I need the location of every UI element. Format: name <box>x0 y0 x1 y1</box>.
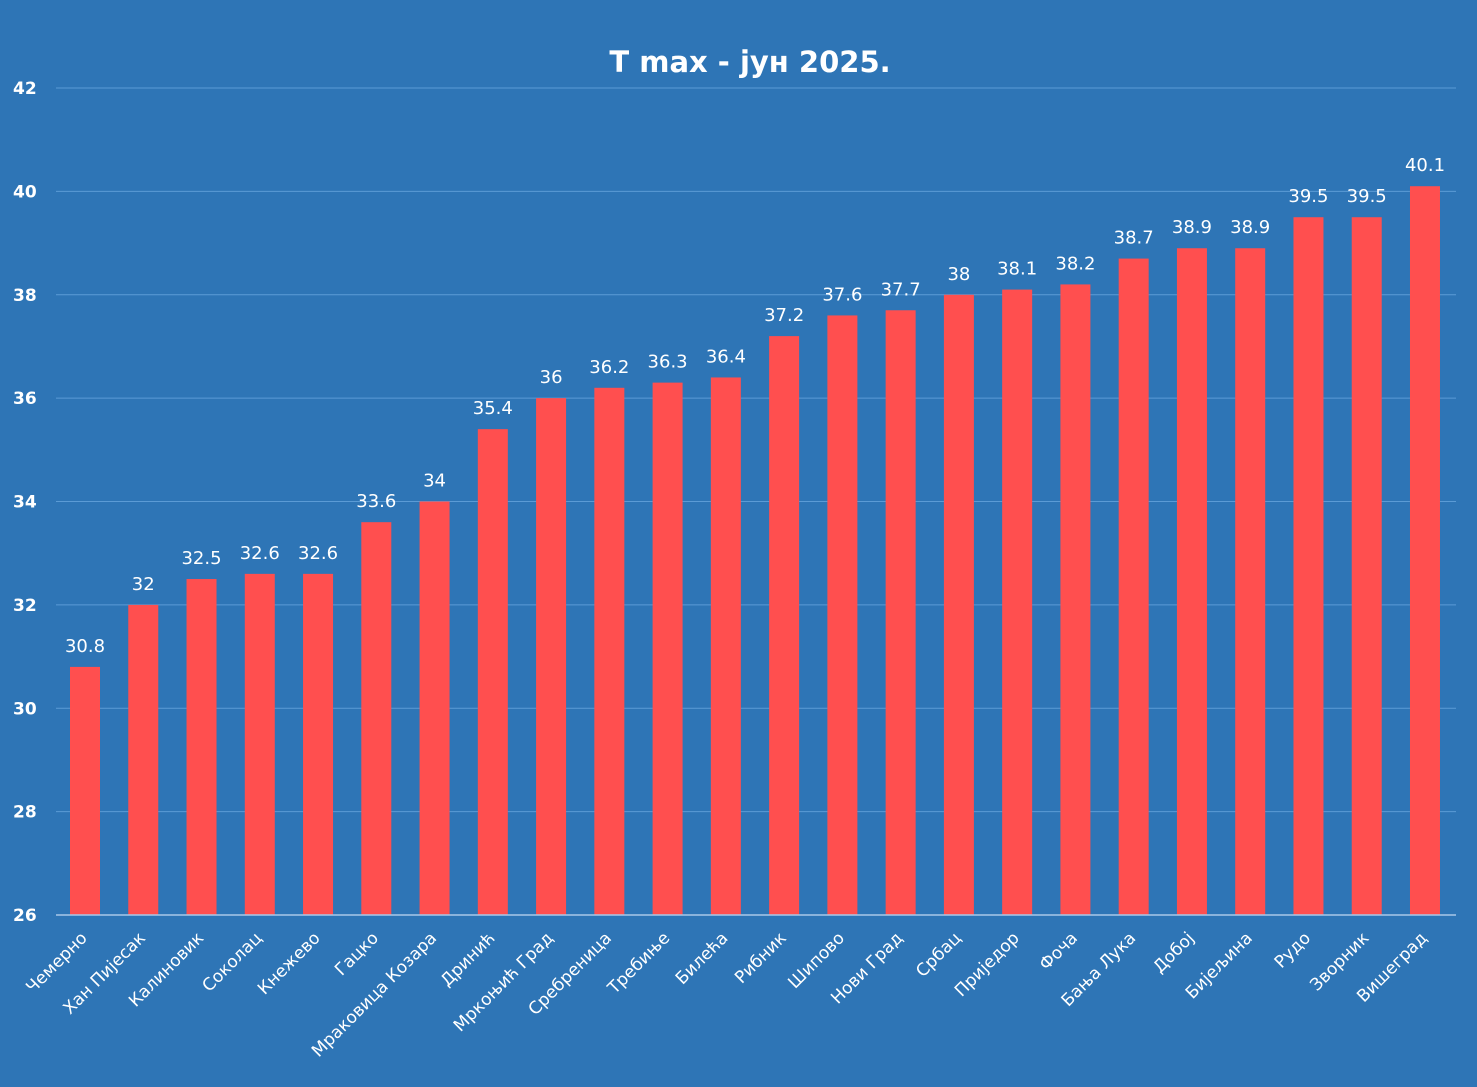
x-tick-label: Кнежево <box>254 928 325 999</box>
data-label: 36.2 <box>589 357 629 378</box>
bar <box>769 336 800 916</box>
data-label: 37.7 <box>881 279 921 300</box>
y-tick-label: 36 <box>13 389 37 409</box>
y-tick-label: 34 <box>13 493 37 513</box>
data-label: 39.5 <box>1347 186 1387 207</box>
data-label: 36.4 <box>706 346 746 367</box>
bar <box>70 666 100 915</box>
bar <box>1176 248 1207 915</box>
data-label: 37.6 <box>822 284 862 305</box>
chart-title: T max - јун 2025. <box>609 45 890 79</box>
data-label: 33.6 <box>356 491 396 512</box>
y-tick-label: 26 <box>13 906 37 926</box>
data-label: 39.5 <box>1288 186 1328 207</box>
bar <box>1002 289 1033 915</box>
data-label: 35.4 <box>473 398 513 419</box>
bar <box>1118 258 1149 916</box>
bars <box>70 186 1440 916</box>
data-label: 38.9 <box>1172 217 1212 238</box>
x-tick-label: Србац <box>912 928 965 981</box>
bar <box>652 382 683 915</box>
x-tick-label: Рудо <box>1271 928 1315 972</box>
data-label: 38.9 <box>1230 217 1270 238</box>
y-tick-label: 38 <box>13 286 37 306</box>
bar <box>419 501 450 915</box>
bar <box>128 604 159 915</box>
y-tick-label: 32 <box>13 596 37 616</box>
data-label: 32.6 <box>240 543 280 564</box>
bar <box>1351 217 1382 915</box>
data-label: 38.2 <box>1055 253 1095 274</box>
x-tick-label: Билећа <box>672 928 732 988</box>
data-label: 36 <box>540 367 563 388</box>
bar <box>943 294 974 915</box>
x-tick-label: Рибник <box>731 928 791 988</box>
data-label: 30.8 <box>65 636 105 657</box>
y-axis-ticks: 26 28 30 32 34 36 38 40 42 <box>13 79 37 926</box>
bar <box>303 573 334 915</box>
bar <box>594 387 625 916</box>
bar <box>827 315 858 915</box>
x-tick-label: Гацко <box>331 928 383 980</box>
y-tick-label: 42 <box>13 79 37 99</box>
data-label: 36.3 <box>648 352 688 373</box>
data-label: 40.1 <box>1405 155 1445 176</box>
data-label: 37.2 <box>764 305 804 326</box>
x-tick-label: Мркоњић Град <box>450 928 558 1036</box>
bar <box>1293 217 1324 915</box>
data-label: 32.5 <box>181 548 221 569</box>
x-tick-label: Добој <box>1149 928 1198 977</box>
y-tick-label: 30 <box>13 699 37 719</box>
data-label: 32.6 <box>298 543 338 564</box>
y-tick-label: 28 <box>13 803 37 823</box>
bar <box>244 573 275 915</box>
bar <box>1235 248 1266 915</box>
bar <box>186 579 217 915</box>
gridlines <box>56 87 1456 813</box>
bar <box>1060 284 1091 916</box>
data-label: 38.7 <box>1114 228 1154 249</box>
bar <box>710 377 741 915</box>
y-tick-label: 40 <box>13 182 37 202</box>
bar <box>477 429 508 915</box>
data-labels: 30.8 32 32.5 32.6 32.6 33.6 34 35.4 36 36.2 36.3 36… <box>65 155 1445 657</box>
bar <box>361 522 392 915</box>
bar <box>885 310 916 916</box>
data-label: 38.1 <box>997 259 1037 280</box>
x-tick-label: Фоча <box>1036 928 1082 974</box>
x-tick-label: Требиње <box>603 928 674 999</box>
data-label: 34 <box>423 471 446 492</box>
data-label: 32 <box>132 574 155 595</box>
data-label: 38 <box>947 264 970 285</box>
bar <box>1409 186 1440 916</box>
bar <box>536 398 567 915</box>
